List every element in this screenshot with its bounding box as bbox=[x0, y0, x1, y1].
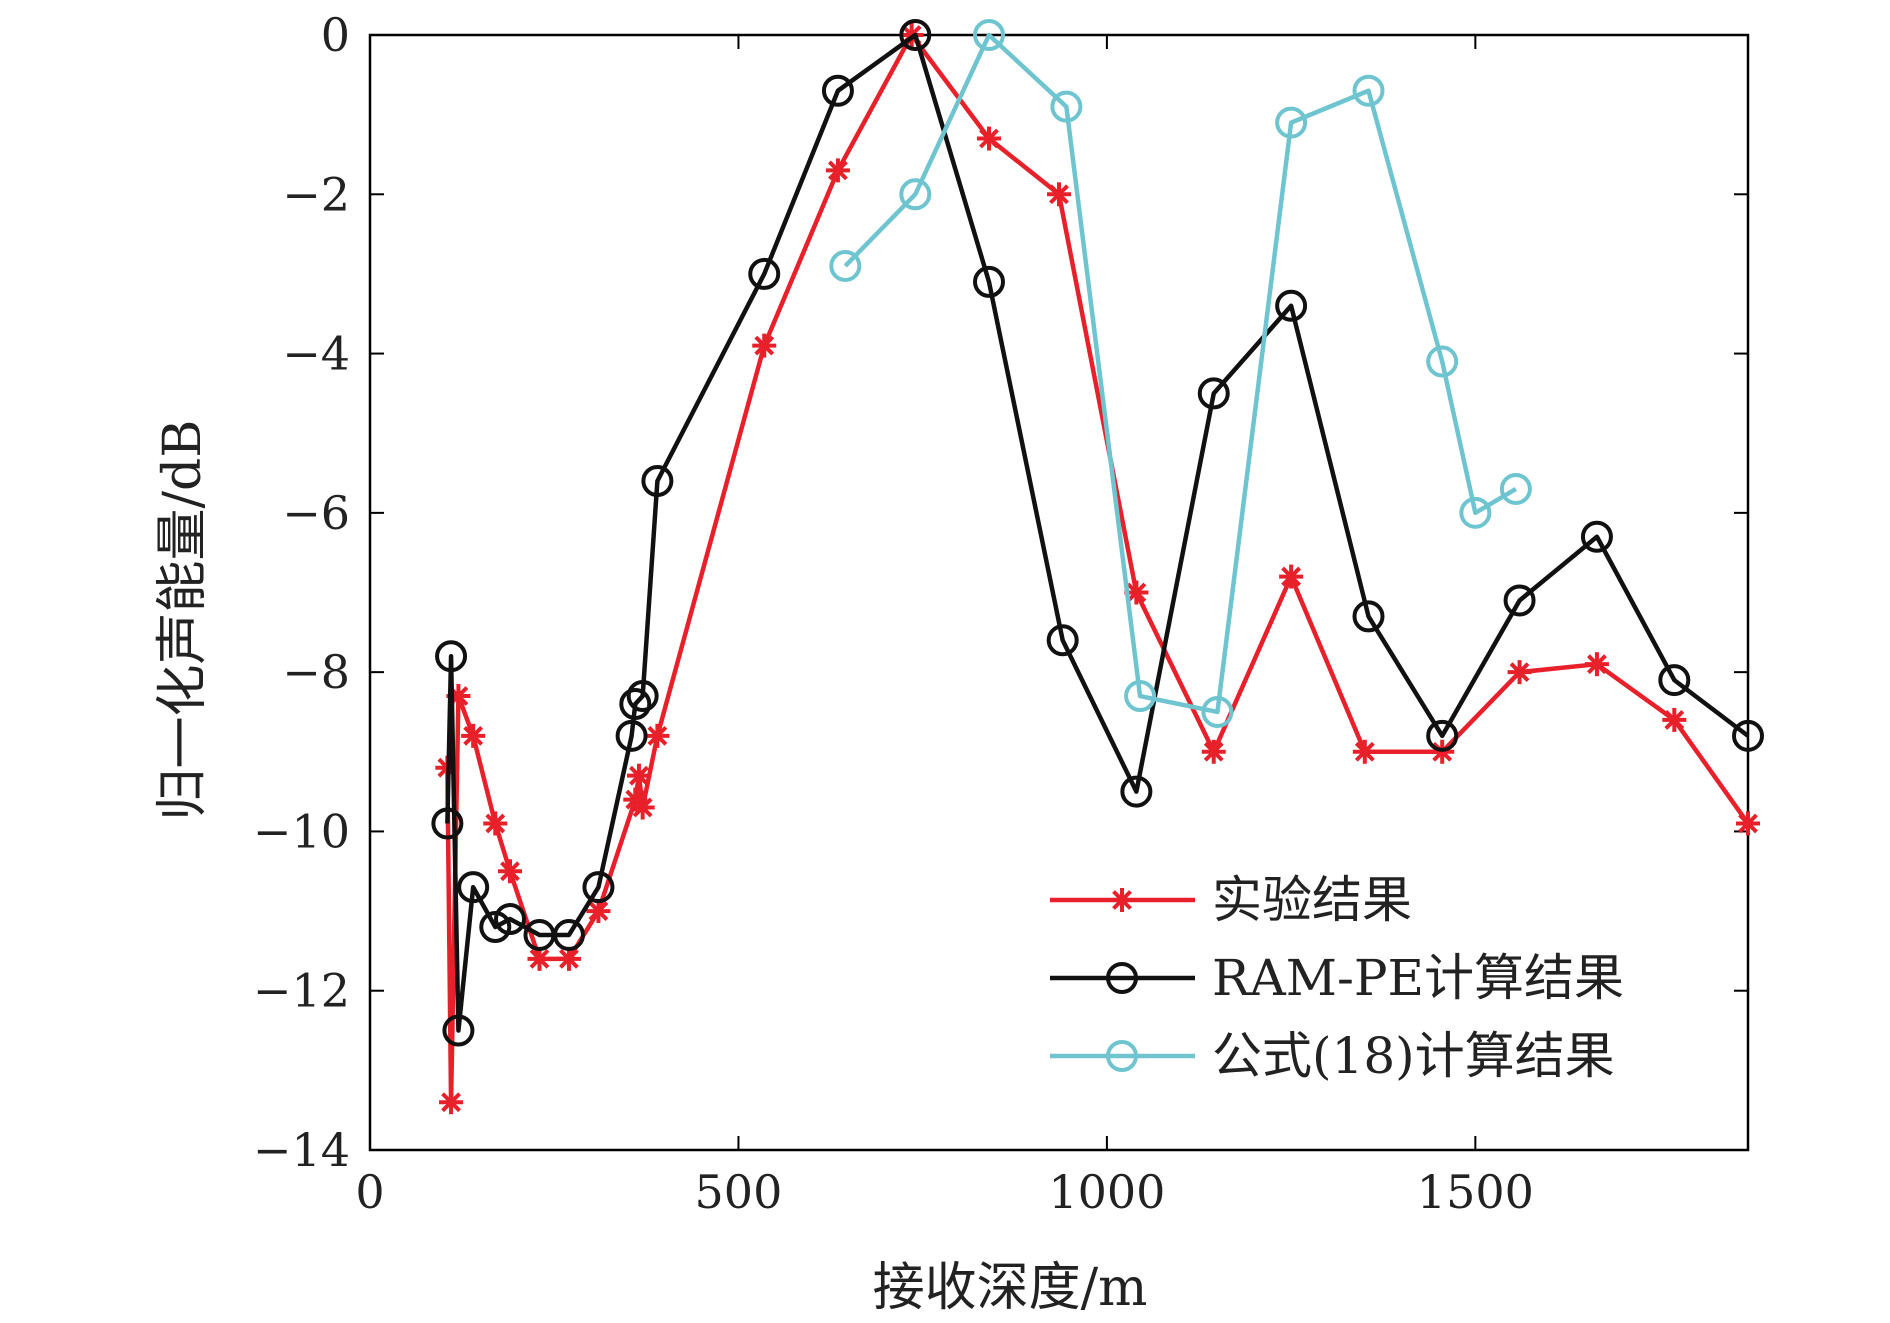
circle-marker bbox=[972, 265, 1005, 298]
circle-marker bbox=[1426, 345, 1459, 378]
legend-box bbox=[1030, 855, 1730, 1085]
circle-marker bbox=[899, 178, 932, 211]
legend-item: RAM-PE计算结果 bbox=[1050, 949, 1624, 1007]
legend-label: 公式(18)计算结果 bbox=[1212, 1027, 1615, 1085]
circle-marker bbox=[1459, 496, 1492, 529]
y-tick-label: −8 bbox=[282, 645, 350, 699]
legend-item: 公式(18)计算结果 bbox=[1050, 1027, 1615, 1085]
asterisk-marker bbox=[1201, 739, 1226, 764]
circle-marker bbox=[1426, 719, 1459, 752]
circle-marker bbox=[615, 719, 648, 752]
series-line bbox=[843, 32, 1518, 715]
circle-marker bbox=[435, 640, 468, 673]
asterisk-marker bbox=[752, 333, 777, 358]
circle-marker bbox=[1201, 695, 1234, 728]
asterisk-marker bbox=[1352, 739, 1377, 764]
y-tick-label: −4 bbox=[282, 327, 350, 381]
y-tick-label: −10 bbox=[253, 804, 350, 858]
circle-marker bbox=[457, 871, 490, 904]
circle-marker bbox=[1275, 106, 1308, 139]
series-2 bbox=[829, 19, 1532, 728]
circle-marker bbox=[582, 871, 615, 904]
legend-label: RAM-PE计算结果 bbox=[1212, 949, 1624, 1007]
asterisk-marker bbox=[1110, 888, 1134, 912]
circle-marker bbox=[619, 688, 652, 720]
asterisk-marker bbox=[1662, 707, 1687, 732]
asterisk-marker bbox=[461, 723, 486, 748]
series-line bbox=[445, 32, 1750, 1033]
y-tick-label: 0 bbox=[321, 8, 350, 62]
asterisk-marker bbox=[483, 811, 508, 836]
circle-marker bbox=[821, 74, 854, 107]
circle-marker bbox=[1046, 624, 1079, 657]
circle-marker bbox=[1275, 289, 1308, 322]
asterisk-marker bbox=[1584, 652, 1609, 677]
y-axis-ticks: 0 −2 −4 −6 −8 −10 −12 −14 bbox=[253, 8, 1748, 1177]
circle-marker bbox=[641, 465, 674, 497]
circle-marker bbox=[1106, 962, 1138, 994]
circle-marker bbox=[442, 1014, 475, 1047]
circle-marker bbox=[1580, 520, 1613, 553]
y-tick-label: −14 bbox=[253, 1123, 350, 1177]
x-tick-label: 1500 bbox=[1417, 1165, 1534, 1219]
asterisk-marker bbox=[976, 126, 1001, 151]
circle-marker bbox=[1658, 664, 1691, 697]
x-tick-label: 0 bbox=[355, 1165, 384, 1219]
circle-marker bbox=[748, 257, 781, 290]
circle-marker bbox=[494, 903, 527, 936]
circle-marker bbox=[1499, 472, 1532, 505]
circle-marker bbox=[1503, 584, 1536, 617]
y-tick-label: −12 bbox=[253, 964, 350, 1018]
circle-marker bbox=[1050, 90, 1083, 123]
asterisk-marker bbox=[1279, 564, 1304, 589]
circle-marker bbox=[1732, 719, 1764, 752]
y-tick-label: −6 bbox=[282, 486, 350, 540]
y-axis-label: 归一化声能量/dB bbox=[153, 419, 213, 820]
circle-marker bbox=[1106, 1040, 1138, 1072]
series-layer bbox=[431, 19, 1764, 1115]
x-axis-label: 接收深度/m bbox=[873, 1258, 1148, 1318]
legend-label: 实验结果 bbox=[1212, 871, 1412, 929]
series-1 bbox=[431, 19, 1764, 1047]
x-tick-label: 1000 bbox=[1048, 1165, 1165, 1219]
circle-marker bbox=[1352, 600, 1385, 633]
circle-marker bbox=[1352, 74, 1385, 107]
asterisk-marker bbox=[586, 899, 611, 924]
circle-marker bbox=[829, 249, 862, 282]
asterisk-marker bbox=[626, 763, 651, 788]
asterisk-marker bbox=[645, 723, 670, 748]
legend-item: 实验结果 bbox=[1050, 871, 1412, 929]
asterisk-marker bbox=[825, 158, 850, 183]
asterisk-marker bbox=[630, 795, 655, 820]
asterisk-marker bbox=[498, 859, 523, 884]
circle-marker bbox=[1120, 775, 1153, 808]
circle-marker bbox=[552, 918, 585, 951]
circle-marker bbox=[899, 19, 932, 51]
x-tick-label: 500 bbox=[695, 1165, 783, 1219]
circle-marker bbox=[626, 680, 659, 713]
circle-marker bbox=[1197, 377, 1230, 410]
x-axis-ticks: 0 500 1000 1500 bbox=[355, 35, 1534, 1219]
y-tick-label: −2 bbox=[282, 167, 350, 221]
asterisk-marker bbox=[1736, 811, 1760, 836]
asterisk-marker bbox=[1507, 660, 1532, 685]
asterisk-marker bbox=[1047, 182, 1071, 207]
circle-marker bbox=[431, 807, 464, 840]
circle-marker bbox=[1124, 680, 1157, 713]
asterisk-marker bbox=[439, 1090, 464, 1115]
circle-marker bbox=[972, 19, 1005, 51]
